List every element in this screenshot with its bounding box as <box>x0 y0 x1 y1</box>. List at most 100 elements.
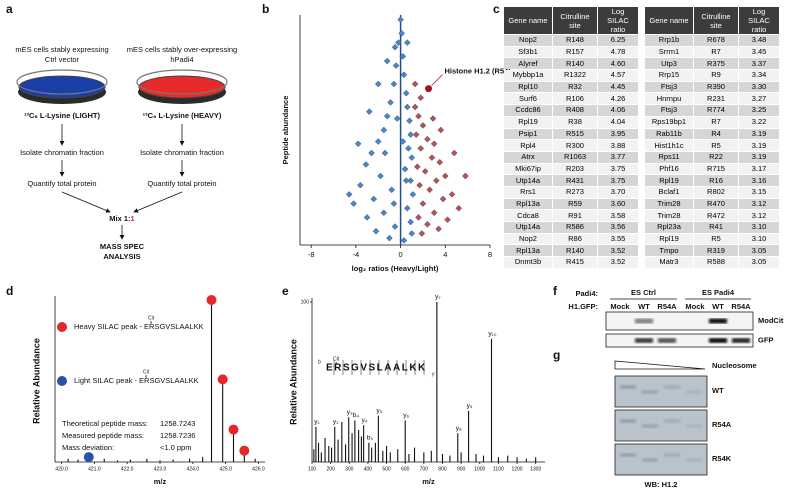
x-tick-label: 1100 <box>493 466 504 472</box>
table-cell: Nop2 <box>504 35 552 46</box>
band <box>686 390 702 394</box>
table-cell: R91 <box>553 210 597 221</box>
table-row: Ftsj3 R390 3.30 <box>645 81 779 93</box>
table-cell: R415 <box>553 257 597 268</box>
blot <box>605 333 754 348</box>
blot-label: GFP <box>758 335 773 344</box>
table-cell: Ftsj3 <box>645 81 693 93</box>
table-cell: Psip1 <box>504 128 552 140</box>
point <box>380 126 388 134</box>
table-cell: R59 <box>553 198 597 210</box>
legend-dot <box>57 322 67 332</box>
peak-dot <box>83 452 94 463</box>
header-cell: Gene name <box>504 7 552 34</box>
point <box>417 145 424 152</box>
table-cell: R5 <box>694 233 738 245</box>
medium-label: ¹³C₆ L-Lysine (HEAVY) <box>143 111 222 120</box>
table-cell: Rab11b <box>645 128 693 140</box>
table-cell: 3.19 <box>739 151 779 163</box>
x-tick-label: 426.0 <box>252 466 265 472</box>
table-cell: 3.05 <box>739 257 779 268</box>
peak-dot <box>239 445 250 456</box>
table-cell: 4.04 <box>598 116 638 128</box>
table-cell: Rpl4 <box>504 140 552 151</box>
step-label: Isolate chromatin fraction <box>140 148 224 157</box>
point <box>383 112 391 120</box>
y-axis-label: Relative Abundance <box>288 339 298 425</box>
x-tick-label: 1300 <box>530 466 541 472</box>
point <box>406 117 413 125</box>
point <box>419 122 427 129</box>
point <box>391 43 399 51</box>
group-label: ES Padi4 <box>702 288 735 297</box>
x-tick-label: 425.0 <box>219 466 232 472</box>
x-tick-label: 0 <box>399 250 403 259</box>
point <box>357 181 364 189</box>
table-cell: Hist1h1c <box>645 140 693 151</box>
legend-dot <box>57 376 67 386</box>
table-cell: 3.34 <box>739 70 779 81</box>
x-tick-label: 420.0 <box>55 466 68 472</box>
mix-ratio: 1 <box>131 214 135 223</box>
y-tick-label: 100 <box>301 299 310 305</box>
point <box>414 163 421 171</box>
condition-title: Ctrl vector <box>45 55 80 64</box>
table-cell: Rrp1b <box>645 35 693 46</box>
table-cell: 3.52 <box>598 257 638 268</box>
x-tick-label: 1000 <box>474 466 485 472</box>
point <box>404 204 411 212</box>
point <box>368 149 375 157</box>
peak-dot <box>217 374 228 385</box>
ion-label: y₆ <box>403 412 409 419</box>
table-cell: 3.55 <box>598 233 638 245</box>
table-cell: R273 <box>553 186 597 198</box>
point <box>374 138 382 145</box>
y-axis-label: Relative Abundance <box>31 338 41 424</box>
point <box>407 177 414 184</box>
table-row: Rrp1b R678 3.48 <box>645 35 779 46</box>
mod-label: Cit <box>143 369 150 375</box>
mass-label: Measured peptide mass: <box>62 431 144 440</box>
table-cell: R86 <box>553 233 597 245</box>
table-cell: 3.56 <box>598 222 638 233</box>
table-cell: Matr3 <box>645 257 693 268</box>
table-cell: 3.19 <box>739 128 779 140</box>
dish-medium <box>18 75 106 99</box>
point <box>399 53 407 60</box>
point <box>455 204 462 212</box>
point <box>370 195 378 203</box>
table-cell: Bclaf1 <box>645 186 693 198</box>
point <box>417 94 424 102</box>
point <box>430 209 438 217</box>
table-cell: R319 <box>694 245 738 257</box>
peptide-sequence: ERSGVSLAALKK <box>326 363 427 374</box>
ion-type: b <box>318 359 321 365</box>
band <box>732 338 750 343</box>
x-tick-label: 300 <box>345 466 354 472</box>
step-label: Quantify total protein <box>27 179 96 188</box>
table-row: Trim28 R470 3.12 <box>645 198 779 210</box>
header-cell: Citrulline site <box>553 7 597 34</box>
point <box>366 108 373 115</box>
blot-footer: WB: H1.2 <box>645 480 678 489</box>
legend-label: Heavy SILAC peak - ERSGVSLAALKK <box>74 322 204 331</box>
point <box>392 62 400 69</box>
table-row: Rpl19 R38 4.04 <box>504 116 638 128</box>
band <box>664 419 680 423</box>
condition-title: mES cells stably expressing <box>15 45 108 54</box>
table-cell: Rpl13a <box>504 245 552 257</box>
table-row: Utp3 R375 3.37 <box>645 58 779 70</box>
band <box>635 318 653 324</box>
x-tick-label: 424.0 <box>187 466 200 472</box>
header-cell: Citrulline site <box>694 7 738 34</box>
point <box>435 225 442 233</box>
table-cell: R7 <box>694 46 738 58</box>
point <box>426 186 433 194</box>
point <box>345 191 353 198</box>
ion-label: y₂ <box>333 419 339 426</box>
gradient-triangle <box>614 360 706 370</box>
point <box>407 218 414 226</box>
table-cell: 3.37 <box>739 58 779 70</box>
point <box>407 131 414 138</box>
table-row: Rpl19 R5 3.10 <box>645 233 779 245</box>
